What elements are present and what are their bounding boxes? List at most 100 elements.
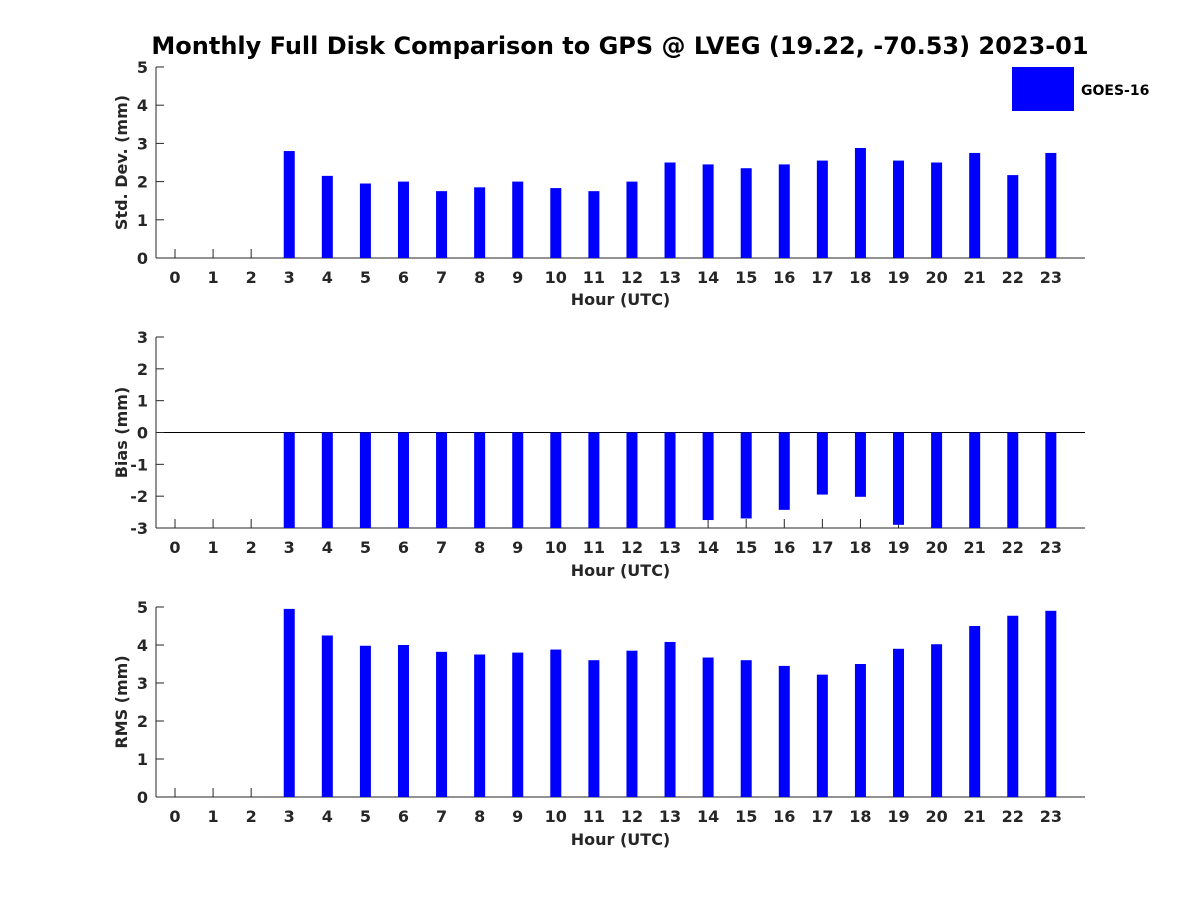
std-dev-x-tick-label: 4 — [322, 268, 333, 287]
rms-x-tick-label: 4 — [322, 807, 333, 826]
rms-x-tick-label: 6 — [398, 807, 409, 826]
rms-x-tick-label: 18 — [849, 807, 871, 826]
std-dev-x-tick-label: 1 — [208, 268, 219, 287]
bias-bar-6 — [397, 432, 409, 528]
bias-bar-17 — [816, 432, 828, 495]
rms-y-tick-label: 3 — [137, 674, 148, 693]
std-dev-x-tick-label: 0 — [169, 268, 180, 287]
bias-bar-16 — [778, 432, 790, 510]
bias-x-tick-label: 20 — [925, 538, 947, 557]
bias-x-tick-label: 14 — [697, 538, 719, 557]
std-dev-x-tick-label: 8 — [474, 268, 485, 287]
rms-x-tick-label: 19 — [887, 807, 909, 826]
bias-bar-22 — [1007, 432, 1019, 528]
bias-bar-21 — [969, 432, 981, 528]
std-dev-bar-11 — [588, 191, 600, 258]
std-dev-x-tick-label: 18 — [849, 268, 871, 287]
legend-swatch — [1012, 67, 1074, 111]
rms-bar-8 — [474, 654, 486, 797]
bias-x-tick-label: 21 — [964, 538, 986, 557]
rms-x-tick-label: 16 — [773, 807, 795, 826]
chart-title: Monthly Full Disk Comparison to GPS @ LV… — [151, 32, 1088, 60]
bias-x-tick-label: 6 — [398, 538, 409, 557]
bias-x-tick-label: 12 — [621, 538, 643, 557]
rms-x-tick-label: 0 — [169, 807, 180, 826]
bias-y-tick-label: -3 — [130, 519, 148, 538]
std-dev-bar-5 — [359, 183, 371, 258]
std-dev-bar-20 — [931, 162, 943, 258]
legend: GOES-16 — [1012, 67, 1149, 111]
std-dev-x-tick-label: 10 — [545, 268, 567, 287]
rms-x-tick-label: 11 — [583, 807, 605, 826]
rms-bar-22 — [1007, 615, 1019, 797]
rms-x-tick-label: 8 — [474, 807, 485, 826]
rms-x-label: Hour (UTC) — [571, 830, 671, 849]
bias-bar-13 — [664, 432, 676, 528]
std-dev-x-tick-label: 19 — [887, 268, 909, 287]
std-dev-x-tick-label: 15 — [735, 268, 757, 287]
std-dev-y-tick-label: 2 — [137, 173, 148, 192]
rms-x-tick-label: 20 — [925, 807, 947, 826]
bias-x-tick-label: 1 — [208, 538, 219, 557]
std-dev-bar-18 — [854, 147, 866, 258]
bias-x-tick-label: 23 — [1040, 538, 1062, 557]
rms-x-tick-label: 22 — [1002, 807, 1024, 826]
bias-x-tick-label: 8 — [474, 538, 485, 557]
legend-label: GOES-16 — [1081, 83, 1149, 99]
bias-x-tick-label: 16 — [773, 538, 795, 557]
std-dev-bar-12 — [626, 181, 638, 258]
bias-y-tick-label: 2 — [137, 360, 148, 379]
std-dev-bar-13 — [664, 162, 676, 258]
rms-bar-4 — [321, 635, 333, 797]
std-dev-x-tick-label: 16 — [773, 268, 795, 287]
std-dev-bar-10 — [550, 188, 562, 258]
std-dev-x-tick-label: 5 — [360, 268, 371, 287]
bias-x-tick-label: 2 — [246, 538, 257, 557]
bias-x-tick-label: 11 — [583, 538, 605, 557]
std-dev-x-tick-label: 3 — [284, 268, 295, 287]
std-dev-x-tick-label: 9 — [512, 268, 523, 287]
std-dev-y-tick-label: 4 — [137, 96, 148, 115]
bias-bar-11 — [588, 432, 600, 528]
rms-x-tick-label: 9 — [512, 807, 523, 826]
bias-x-tick-label: 17 — [811, 538, 833, 557]
bias-x-tick-label: 19 — [887, 538, 909, 557]
std-dev-x-tick-label: 12 — [621, 268, 643, 287]
bias-x-tick-label: 15 — [735, 538, 757, 557]
std-dev-x-tick-label: 20 — [925, 268, 947, 287]
std-dev-x-tick-label: 21 — [964, 268, 986, 287]
rms-y-tick-label: 0 — [137, 788, 148, 807]
bias-x-tick-label: 4 — [322, 538, 333, 557]
rms-bar-21 — [969, 626, 981, 797]
rms-x-tick-label: 5 — [360, 807, 371, 826]
std-dev-bar-6 — [397, 181, 409, 258]
std-dev-bar-9 — [512, 181, 524, 258]
bias-x-tick-label: 3 — [284, 538, 295, 557]
bias-bar-15 — [740, 432, 752, 519]
bias-bar-3 — [283, 432, 295, 528]
rms-bar-7 — [436, 651, 448, 797]
bias-y-tick-label: -2 — [130, 487, 148, 506]
rms-bar-11 — [588, 660, 600, 797]
rms-x-tick-label: 10 — [545, 807, 567, 826]
std-dev-y-tick-label: 5 — [137, 58, 148, 77]
std-dev-x-tick-label: 2 — [246, 268, 257, 287]
std-dev-bar-4 — [321, 175, 333, 258]
bias-bar-23 — [1045, 432, 1057, 528]
std-dev-x-tick-label: 6 — [398, 268, 409, 287]
rms-y-tick-label: 4 — [137, 636, 148, 655]
rms-bar-19 — [893, 648, 905, 797]
std-dev-x-tick-label: 23 — [1040, 268, 1062, 287]
rms-bar-12 — [626, 650, 638, 797]
rms-y-tick-label: 1 — [137, 750, 148, 769]
rms-y-tick-label: 2 — [137, 712, 148, 731]
bias-bar-18 — [854, 432, 866, 497]
std-dev-x-tick-label: 22 — [1002, 268, 1024, 287]
std-dev-bar-8 — [474, 187, 486, 258]
bias-x-tick-label: 9 — [512, 538, 523, 557]
std-dev-bar-14 — [702, 164, 714, 258]
std-dev-bar-16 — [778, 164, 790, 258]
